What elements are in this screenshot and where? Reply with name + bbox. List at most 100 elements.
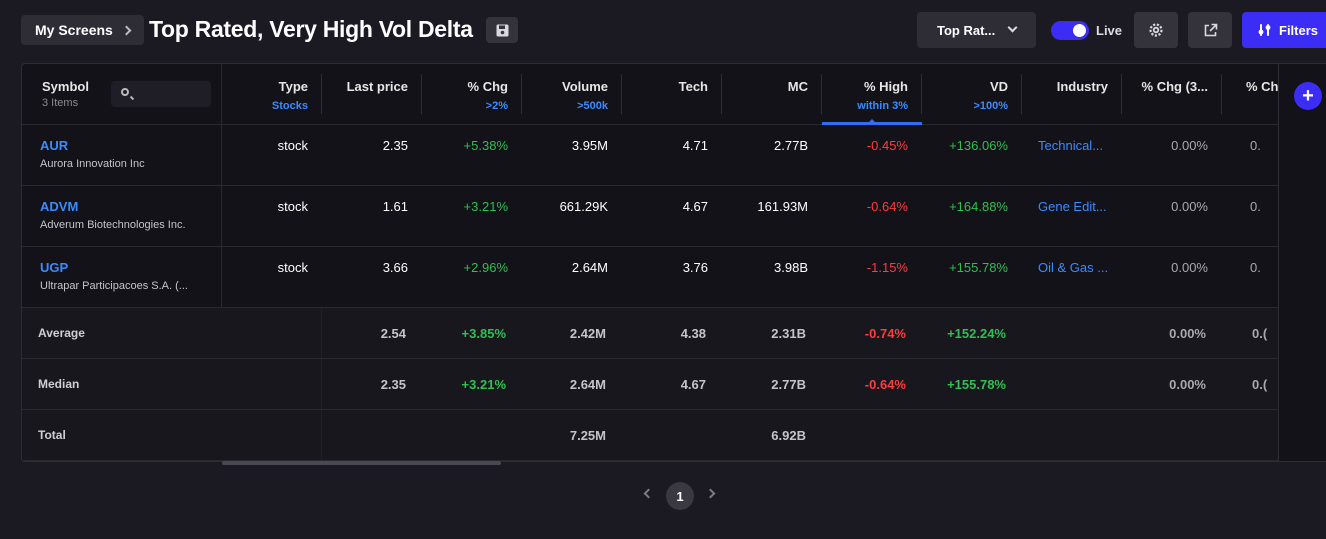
filters-button[interactable]: Filters	[1242, 12, 1326, 48]
column-filter-label: >2%	[485, 100, 508, 112]
industry-link[interactable]: Technical...	[1038, 138, 1104, 153]
symbol-cell[interactable]: AUR Aurora Innovation Inc	[22, 125, 222, 185]
mc-cell: 3.98B	[722, 247, 822, 307]
symbol-search[interactable]	[111, 81, 211, 107]
ticker-link[interactable]: ADVM	[40, 199, 79, 214]
page-button-current[interactable]: 1	[666, 482, 694, 510]
industry-cell[interactable]: Gene Edit...	[1022, 186, 1122, 246]
column-divider	[1021, 74, 1022, 114]
summary-tech-cell: 4.38	[622, 308, 722, 358]
volume-cell: 2.64M	[522, 247, 622, 307]
pct-high-value: -0.45%	[866, 138, 908, 153]
pct-high-cell: -1.15%	[822, 247, 922, 307]
column-header-label: % Chg	[467, 79, 508, 94]
pct-high-cell: -0.45%	[822, 125, 922, 185]
summary-value: 4.67	[680, 377, 706, 392]
mc-value: 161.93M	[757, 199, 808, 214]
type-value: stock	[277, 199, 308, 214]
tech-value: 4.67	[682, 199, 708, 214]
table-row[interactable]: UGP Ultrapar Participacoes S.A. (... sto…	[22, 247, 1326, 308]
summary-vd-cell	[922, 410, 1022, 460]
table-header-row: Symbol 3 Items Type Stocks Last price % …	[22, 64, 1326, 125]
summary-mc-cell: 6.92B	[722, 410, 822, 460]
pct-chg-3-cell: 0.00%	[1122, 186, 1222, 246]
column-header-symbol[interactable]: Symbol 3 Items	[22, 64, 222, 124]
pct-high-cell: -0.64%	[822, 186, 922, 246]
ticker-link[interactable]: AUR	[40, 138, 69, 153]
industry-cell[interactable]: Oil & Gas ...	[1022, 247, 1122, 307]
column-header-label: Volume	[562, 79, 608, 94]
column-header-volume[interactable]: Volume >500k	[522, 64, 622, 124]
column-header-vd[interactable]: VD >100%	[922, 64, 1022, 124]
pct-chg-extra-value: 0.	[1250, 260, 1261, 275]
tech-value: 4.71	[682, 138, 708, 153]
column-header-pct-chg[interactable]: % Chg >2%	[422, 64, 522, 124]
industry-link[interactable]: Gene Edit...	[1038, 199, 1107, 214]
column-filter-label: >500k	[577, 100, 608, 112]
column-header-pct-high[interactable]: % High within 3%	[822, 64, 922, 125]
summary-value: 7.25M	[569, 428, 606, 443]
company-name: Ultrapar Participacoes S.A. (...	[40, 280, 188, 292]
column-filter-label: >100%	[973, 100, 1008, 112]
horizontal-scrollbar[interactable]	[222, 461, 501, 465]
column-header-mc[interactable]: MC	[722, 64, 822, 124]
company-name: Adverum Biotechnologies Inc.	[40, 219, 186, 231]
summary-pct-chg-extra-cell: 0.(	[1222, 308, 1322, 358]
column-header-pct-chg-3[interactable]: % Chg (3...	[1122, 64, 1222, 124]
summary-industry-cell	[1022, 410, 1122, 460]
industry-link[interactable]: Oil & Gas ...	[1038, 260, 1109, 275]
table-row[interactable]: ADVM Adverum Biotechnologies Inc. stock …	[22, 186, 1326, 247]
type-cell: stock	[222, 186, 322, 246]
column-divider	[821, 74, 822, 114]
settings-button[interactable]	[1134, 12, 1178, 48]
chevron-right-icon[interactable]	[705, 488, 716, 499]
summary-last-price-cell: 2.54	[322, 308, 422, 358]
summary-value: 2.54	[380, 326, 406, 341]
pct-high-value: -1.15%	[866, 260, 908, 275]
column-header-label: % Chg (3...	[1141, 79, 1208, 94]
column-header-industry[interactable]: Industry	[1022, 64, 1122, 124]
chevron-left-icon[interactable]	[643, 488, 654, 499]
table-row[interactable]: AUR Aurora Innovation Inc stock 2.35 +5.…	[22, 125, 1326, 186]
summary-volume-cell: 2.42M	[522, 308, 622, 358]
ticker-link[interactable]: UGP	[40, 260, 69, 275]
industry-cell[interactable]: Technical...	[1022, 125, 1122, 185]
summary-tech-cell: 4.67	[622, 359, 722, 409]
screen-select[interactable]: Top Rat...	[917, 12, 1036, 48]
caret-up-icon	[869, 119, 875, 122]
summary-value: +152.24%	[947, 326, 1006, 341]
column-divider	[521, 74, 522, 114]
column-header-pct-chg-extra[interactable]: % Chg	[1222, 64, 1322, 124]
add-column-button[interactable]: +	[1294, 82, 1322, 110]
summary-value: 0.00%	[1169, 377, 1206, 392]
symbol-search-input[interactable]	[135, 81, 207, 107]
pct-chg-value: +2.96%	[463, 260, 508, 275]
summary-pct-chg-cell: +3.85%	[422, 308, 522, 358]
column-header-label: VD	[989, 79, 1008, 94]
summary-value: -0.64%	[864, 377, 906, 392]
column-header-last-price[interactable]: Last price	[322, 64, 422, 124]
my-screens-button[interactable]: My Screens	[21, 15, 144, 45]
summary-value: 6.92B	[771, 428, 806, 443]
save-button[interactable]	[486, 17, 518, 43]
screener-table: Symbol 3 Items Type Stocks Last price % …	[21, 63, 1326, 462]
column-header-tech[interactable]: Tech	[622, 64, 722, 124]
summary-pct-high-cell: -0.64%	[822, 359, 922, 409]
symbol-cell[interactable]: ADVM Adverum Biotechnologies Inc.	[22, 186, 222, 246]
tech-cell: 4.71	[622, 125, 722, 185]
column-divider	[1221, 74, 1222, 114]
symbol-cell[interactable]: UGP Ultrapar Participacoes S.A. (...	[22, 247, 222, 307]
items-count: 3 Items	[42, 97, 79, 109]
volume-value: 3.95M	[571, 138, 608, 153]
summary-industry-cell	[1022, 359, 1122, 409]
live-toggle[interactable]	[1051, 21, 1089, 40]
export-button[interactable]	[1188, 12, 1232, 48]
summary-last-price-cell: 2.35	[322, 359, 422, 409]
column-header-label: % High	[863, 79, 908, 94]
column-filter-label: Stocks	[271, 100, 308, 112]
column-divider	[321, 359, 322, 409]
column-header-type[interactable]: Type Stocks	[222, 64, 322, 124]
summary-label: Median	[38, 377, 80, 391]
summary-value: 0.(	[1252, 377, 1268, 392]
pct-chg-extra-value: 0.	[1250, 199, 1261, 214]
